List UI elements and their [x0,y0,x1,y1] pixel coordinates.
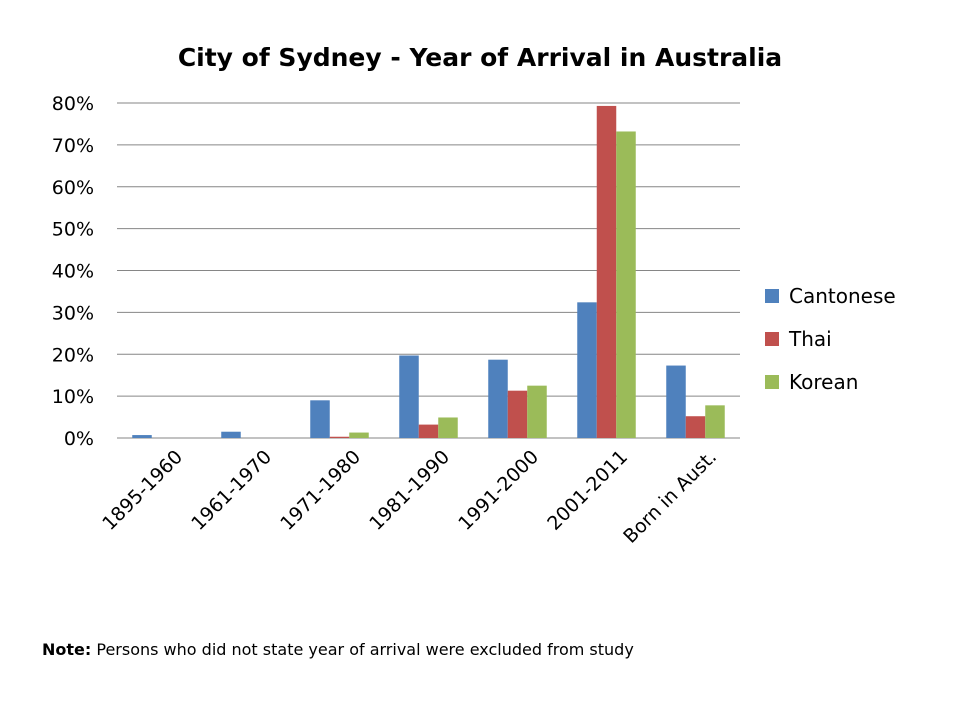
y-axis-ticks: 0% 10% 20% 30% 40% 50% 60% 70% 80% [52,93,94,450]
bar-cantonese-0 [132,435,152,438]
x-tick-label: 1991-2000 [454,446,543,535]
bar-thai-2 [329,436,350,438]
chart-title: City of Sydney - Year of Arrival in Aust… [178,43,782,72]
bar-cantonese-4 [488,359,508,438]
bar-thai-4 [507,390,528,438]
x-tick-label: 1981-1990 [365,446,454,535]
bar-korean-6 [705,405,725,438]
legend-label-thai: Thai [788,327,832,351]
x-axis-ticks: 1895-1960 1961-1970 1971-1980 1981-1990 1991… [98,446,721,548]
bar-korean-3 [438,417,458,438]
y-tick-label: 20% [52,344,94,366]
x-tick-label: 1971-1980 [276,446,365,535]
bar-cantonese-3 [399,355,419,438]
footnote: Note: Persons who did not state year of … [42,640,634,659]
bar-korean-4 [527,385,547,438]
bar-cantonese-2 [310,400,330,438]
legend-swatch-korean [765,375,779,389]
y-tick-label: 30% [52,302,94,324]
bar-cantonese-5 [577,302,597,438]
x-tick-label: 2001-2011 [543,446,632,535]
y-tick-label: 60% [52,177,94,199]
y-tick-label: 80% [52,93,94,115]
bar-korean-2 [349,432,369,438]
y-tick-label: 50% [52,219,94,241]
y-tick-label: 10% [52,386,94,408]
legend-label-cantonese: Cantonese [789,284,896,308]
bar-korean-5 [616,131,636,438]
y-tick-label: 40% [52,261,94,283]
x-tick-label: 1961-1970 [187,446,276,535]
legend-swatch-cantonese [765,289,779,303]
y-tick-label: 70% [52,135,94,157]
bar-cantonese-6 [666,365,686,438]
x-tick-label: Born in Aust. [619,446,721,548]
x-tick-label: 1895-1960 [98,446,187,535]
legend-swatch-thai [765,332,779,346]
bar-thai-5 [596,105,617,439]
note-label: Note: [42,640,92,659]
legend-label-korean: Korean [789,370,858,394]
bars [132,105,725,439]
legend: Cantonese Thai Korean [765,284,896,394]
gridlines [117,102,740,439]
y-tick-label: 0% [64,428,94,450]
bar-cantonese-1 [221,431,241,438]
bar-thai-3 [418,424,439,438]
note-text: Persons who did not state year of arriva… [91,640,634,659]
bar-thai-6 [685,416,706,438]
